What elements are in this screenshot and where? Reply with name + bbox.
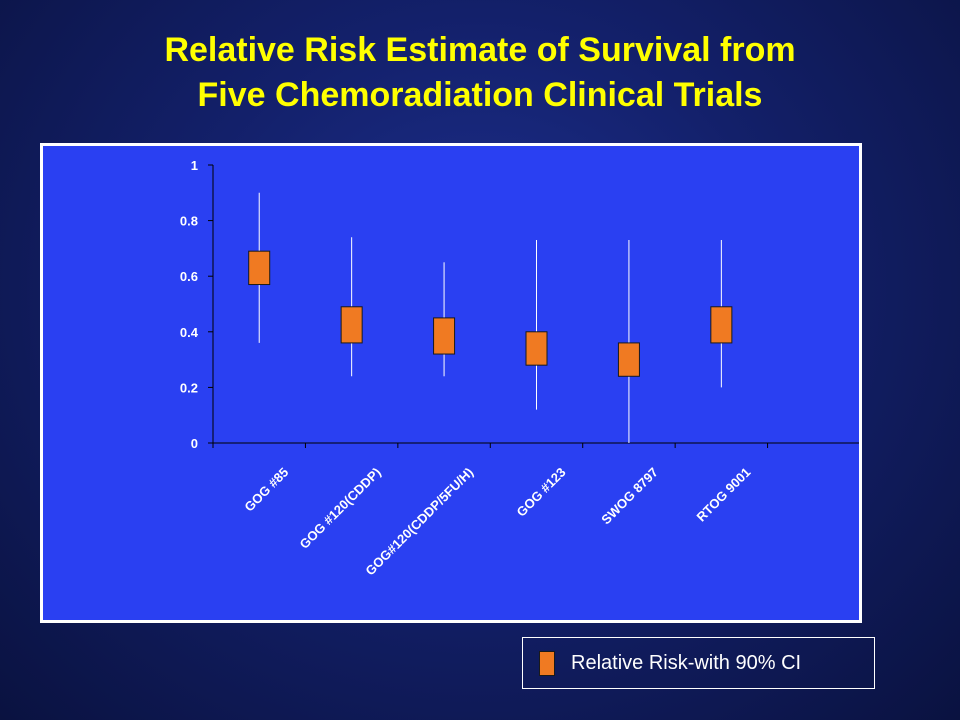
x-tick-label-3: GOG #123 (514, 465, 569, 520)
x-tick-label-2: GOG#120(CDDP/5FU/H) (362, 465, 476, 579)
x-tick-label-0: GOG #85 (241, 465, 291, 515)
x-tick-label-5: RTOG 9001 (693, 465, 753, 525)
x-tick-label-4: SWOG 8797 (598, 465, 661, 528)
y-tick-label-0: 0 (191, 436, 198, 451)
chart-panel: 0 0.2 0.4 0.6 0.8 1 GOG #85 GOG #120(CDDP) GOG#1… (40, 143, 862, 623)
y-tick-label-1: 0.2 (180, 380, 198, 395)
title-line-1: Relative Risk Estimate of Survival from (164, 31, 796, 69)
x-tick-label-1: GOG #120(CDDP) (297, 465, 384, 552)
y-tick-label-4: 0.8 (180, 214, 198, 229)
chart-plot: 0 0.2 0.4 0.6 0.8 1 GOG #85 GOG #120(CDDP)GOG#1… (180, 158, 859, 579)
risk-box-4 (617, 342, 640, 377)
legend-swatch (539, 651, 555, 676)
risk-box-3 (525, 331, 548, 366)
risk-box-5 (710, 306, 733, 344)
title-line-2: Five Chemoradiation Clinical Trials (197, 76, 763, 114)
risk-box-1 (340, 306, 363, 344)
chart-title: Relative Risk Estimate of Survival from … (0, 28, 960, 118)
y-tick-label-2: 0.4 (180, 325, 199, 340)
legend: Relative Risk-with 90% CI (522, 637, 875, 689)
risk-box-2 (433, 317, 456, 355)
y-tick-label-5: 1 (191, 158, 198, 173)
legend-label: Relative Risk-with 90% CI (571, 652, 802, 674)
risk-box-0 (248, 250, 271, 286)
y-tick-label-3: 0.6 (180, 269, 198, 284)
